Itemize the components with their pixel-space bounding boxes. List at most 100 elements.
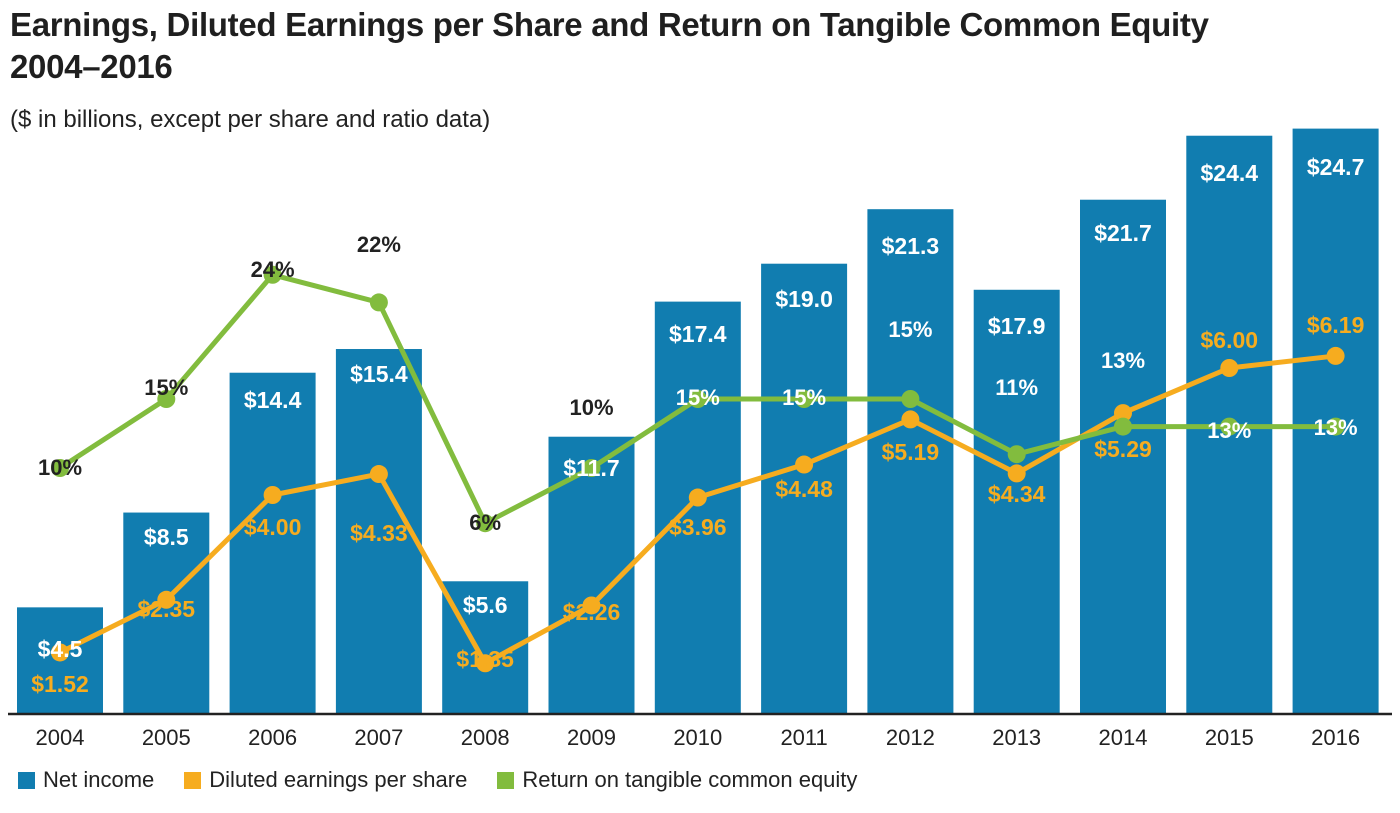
point-eps-2008 <box>476 654 495 673</box>
label-eps-2016: $6.19 <box>1307 312 1365 338</box>
x-tick-label-2007: 2007 <box>354 725 403 750</box>
label-rotce-2010: 15% <box>676 385 720 410</box>
chart-title-line2: 2004–2016 <box>10 48 173 85</box>
x-tick-label-2011: 2011 <box>780 725 827 750</box>
x-tick-label-2004: 2004 <box>36 725 85 750</box>
label-rotce-2016: 13% <box>1314 415 1358 440</box>
label-rotce-2009: 10% <box>569 395 613 420</box>
point-eps-2007 <box>369 465 388 484</box>
bar-net-income-2010 <box>654 301 741 714</box>
point-rotce-2007 <box>369 293 388 312</box>
point-rotce-2010 <box>688 390 707 408</box>
point-eps-2011 <box>795 455 814 474</box>
chart-title: Earnings, Diluted Earnings per Share and… <box>10 4 1209 88</box>
legend-label-net-income: Net income <box>43 767 155 792</box>
x-tick-label-2015: 2015 <box>1205 725 1254 750</box>
point-eps-2016 <box>1326 346 1345 365</box>
label-net-income-2013: $17.9 <box>988 313 1046 339</box>
label-eps-2005: $2.35 <box>138 596 196 622</box>
legend-label-rotce: Return on tangible common equity <box>522 767 858 792</box>
point-eps-2005 <box>157 590 176 609</box>
legend-swatch-rotce <box>497 771 515 789</box>
label-rotce-2008: 6% <box>469 510 501 535</box>
x-tick-label-2012: 2012 <box>886 725 935 750</box>
point-rotce-2006 <box>263 265 282 284</box>
x-tick-label-2010: 2010 <box>673 725 722 750</box>
legend-swatch-net-income <box>18 771 35 789</box>
point-rotce-2008 <box>476 514 495 533</box>
point-rotce-2014 <box>1114 417 1132 436</box>
x-tick-label-2014: 2014 <box>1099 725 1148 750</box>
point-eps-2009 <box>582 596 601 615</box>
point-rotce-2009 <box>582 459 601 477</box>
bar-net-income-2014 <box>1080 199 1166 714</box>
legend-item-rotce: Return on tangible common equity <box>497 767 857 793</box>
label-eps-2015: $6.00 <box>1201 327 1259 353</box>
label-net-income-2016: $24.7 <box>1307 154 1365 180</box>
chart-title-line1: Earnings, Diluted Earnings per Share and… <box>10 6 1209 43</box>
x-tick-label-2008: 2008 <box>461 725 510 750</box>
label-eps-2008: $1.35 <box>456 646 514 672</box>
label-eps-2006: $4.00 <box>244 514 302 540</box>
label-eps-2009: $2.26 <box>563 599 621 625</box>
point-eps-2012 <box>901 410 920 429</box>
label-eps-2014: $5.29 <box>1094 436 1152 462</box>
label-rotce-2006: 24% <box>251 257 295 282</box>
label-rotce-2004: 10% <box>38 455 82 480</box>
label-rotce-2005: 15% <box>144 375 188 400</box>
label-net-income-2012: $21.3 <box>882 233 940 259</box>
label-net-income-2006: $14.4 <box>244 387 302 413</box>
label-eps-2011: $4.48 <box>775 476 833 502</box>
point-rotce-2012 <box>901 390 920 408</box>
label-rotce-2012: 15% <box>888 317 932 342</box>
point-rotce-2016 <box>1326 417 1345 436</box>
x-tick-label-2005: 2005 <box>142 725 191 750</box>
legend-swatch-eps <box>184 771 202 789</box>
bar-net-income-2011 <box>761 263 848 714</box>
label-net-income-2008: $5.6 <box>463 592 508 618</box>
label-net-income-2011: $19.0 <box>775 286 833 312</box>
label-net-income-2010: $17.4 <box>669 321 727 347</box>
label-rotce-2007: 22% <box>357 232 401 257</box>
point-rotce-2015 <box>1220 417 1239 436</box>
point-eps-2006 <box>263 486 282 504</box>
label-net-income-2007: $15.4 <box>350 361 408 387</box>
label-net-income-2004: $4.5 <box>38 636 83 662</box>
x-tick-label-2009: 2009 <box>567 725 616 750</box>
point-eps-2004 <box>51 643 69 662</box>
legend-item-net-income: Net income <box>18 767 154 793</box>
label-net-income-2005: $8.5 <box>144 524 189 550</box>
bar-net-income-2006 <box>229 372 316 714</box>
point-rotce-2005 <box>157 390 176 408</box>
label-rotce-2015: 13% <box>1207 418 1251 443</box>
point-eps-2015 <box>1220 359 1239 377</box>
label-rotce-2011: 15% <box>782 385 826 410</box>
label-net-income-2009: $11.7 <box>563 455 619 481</box>
legend-item-eps: Diluted earnings per share <box>184 767 467 793</box>
bar-net-income-2012 <box>867 209 954 714</box>
chart-subtitle: ($ in billions, except per share and rat… <box>10 106 491 133</box>
legend-label-eps: Diluted earnings per share <box>209 767 468 792</box>
point-rotce-2011 <box>795 390 814 408</box>
label-eps-2007: $4.33 <box>350 520 408 546</box>
x-tick-label-2006: 2006 <box>248 725 297 750</box>
label-eps-2010: $3.96 <box>669 514 727 540</box>
point-eps-2014 <box>1114 404 1132 423</box>
bar-net-income-2013 <box>973 289 1060 714</box>
label-eps-2013: $4.34 <box>988 481 1046 507</box>
point-eps-2013 <box>1007 464 1026 483</box>
point-eps-2010 <box>688 488 707 507</box>
label-rotce-2013: 11% <box>995 375 1038 400</box>
label-net-income-2015: $24.4 <box>1201 160 1259 186</box>
point-rotce-2004 <box>51 459 69 477</box>
label-rotce-2014: 13% <box>1101 348 1145 373</box>
label-eps-2012: $5.19 <box>882 439 940 465</box>
x-tick-label-2016: 2016 <box>1311 725 1360 750</box>
label-net-income-2014: $21.7 <box>1094 220 1152 246</box>
x-tick-label-2013: 2013 <box>992 725 1041 750</box>
label-eps-2004: $1.52 <box>31 671 89 697</box>
chart-legend: Net income Diluted earnings per share Re… <box>18 767 857 793</box>
bar-net-income-2007 <box>335 349 422 714</box>
point-rotce-2013 <box>1007 445 1026 464</box>
